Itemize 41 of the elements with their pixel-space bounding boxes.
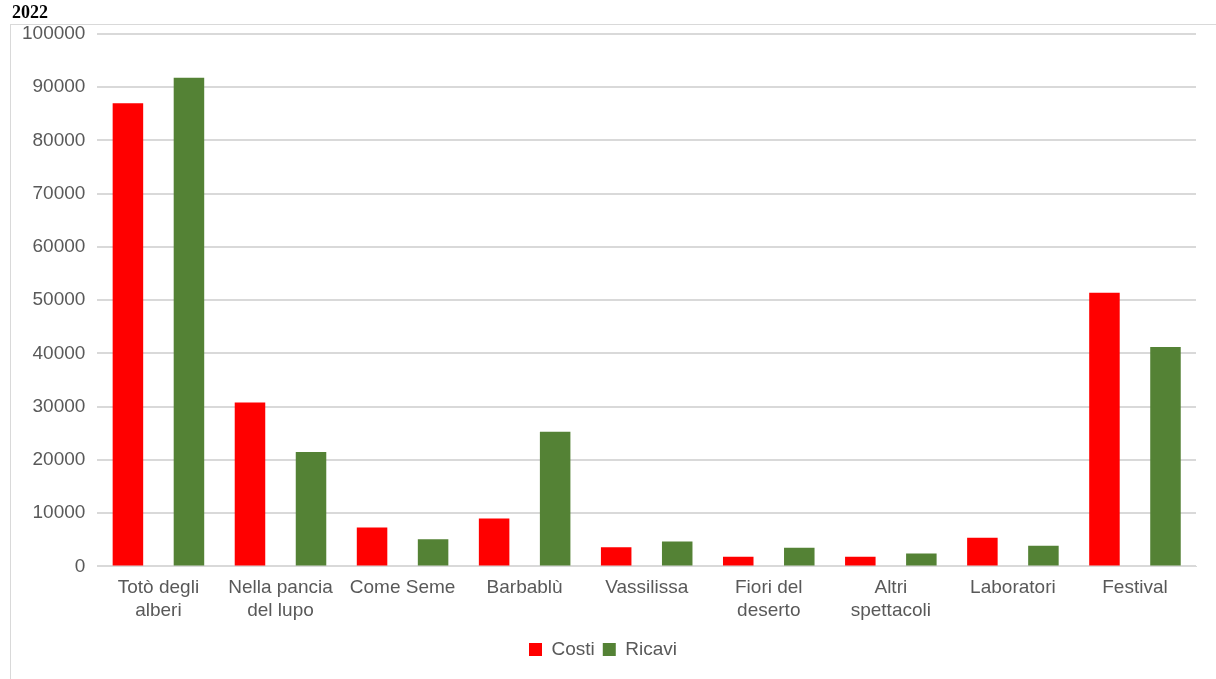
bar: [1089, 292, 1120, 566]
legend-label: Ricavi: [625, 637, 678, 659]
y-tick-label: 100000: [22, 22, 86, 44]
bar: [234, 402, 266, 566]
x-tick-label: Barbablù: [486, 576, 563, 598]
y-tick-label: 20000: [32, 448, 86, 470]
x-tick-label: Vassilissa: [605, 576, 689, 598]
chart-title: 2022: [12, 2, 48, 22]
bar: [478, 518, 510, 566]
x-tick-label: Fiori del deserto: [734, 576, 803, 620]
y-tick-label: 70000: [32, 181, 86, 203]
y-tick-label: 80000: [32, 128, 86, 150]
y-tick-label: 90000: [32, 75, 86, 97]
x-tick-label: Laboratori: [970, 576, 1056, 598]
bar: [417, 539, 449, 566]
bar: [722, 556, 754, 566]
y-tick-label: 50000: [32, 288, 86, 310]
x-tick-label: Totò degli alberi: [117, 576, 200, 620]
y-tick-label: 40000: [32, 341, 86, 363]
bar: [539, 431, 571, 566]
bar: [784, 547, 815, 566]
legend-label: Costi: [551, 637, 595, 659]
bar: [112, 103, 144, 566]
y-tick-label: 30000: [32, 394, 86, 416]
x-tick-label: Altri spettacoli: [850, 576, 931, 620]
y-tick-label: 10000: [32, 501, 86, 523]
x-tick-label: Festival: [1102, 576, 1168, 598]
x-tick-label: Nella pancia del lupo: [228, 576, 334, 620]
bar: [356, 527, 388, 566]
bar: [295, 451, 327, 566]
bar: [967, 537, 998, 566]
y-tick-label: 60000: [32, 235, 86, 257]
bar: [1150, 347, 1181, 566]
bar: [173, 77, 205, 566]
bar: [906, 553, 937, 566]
bar: [600, 547, 632, 566]
bar: [1028, 545, 1059, 566]
x-tick-label: Come Seme: [349, 576, 456, 598]
bar: [845, 556, 876, 566]
y-tick-label: 0: [74, 554, 86, 576]
bar: [661, 541, 693, 566]
